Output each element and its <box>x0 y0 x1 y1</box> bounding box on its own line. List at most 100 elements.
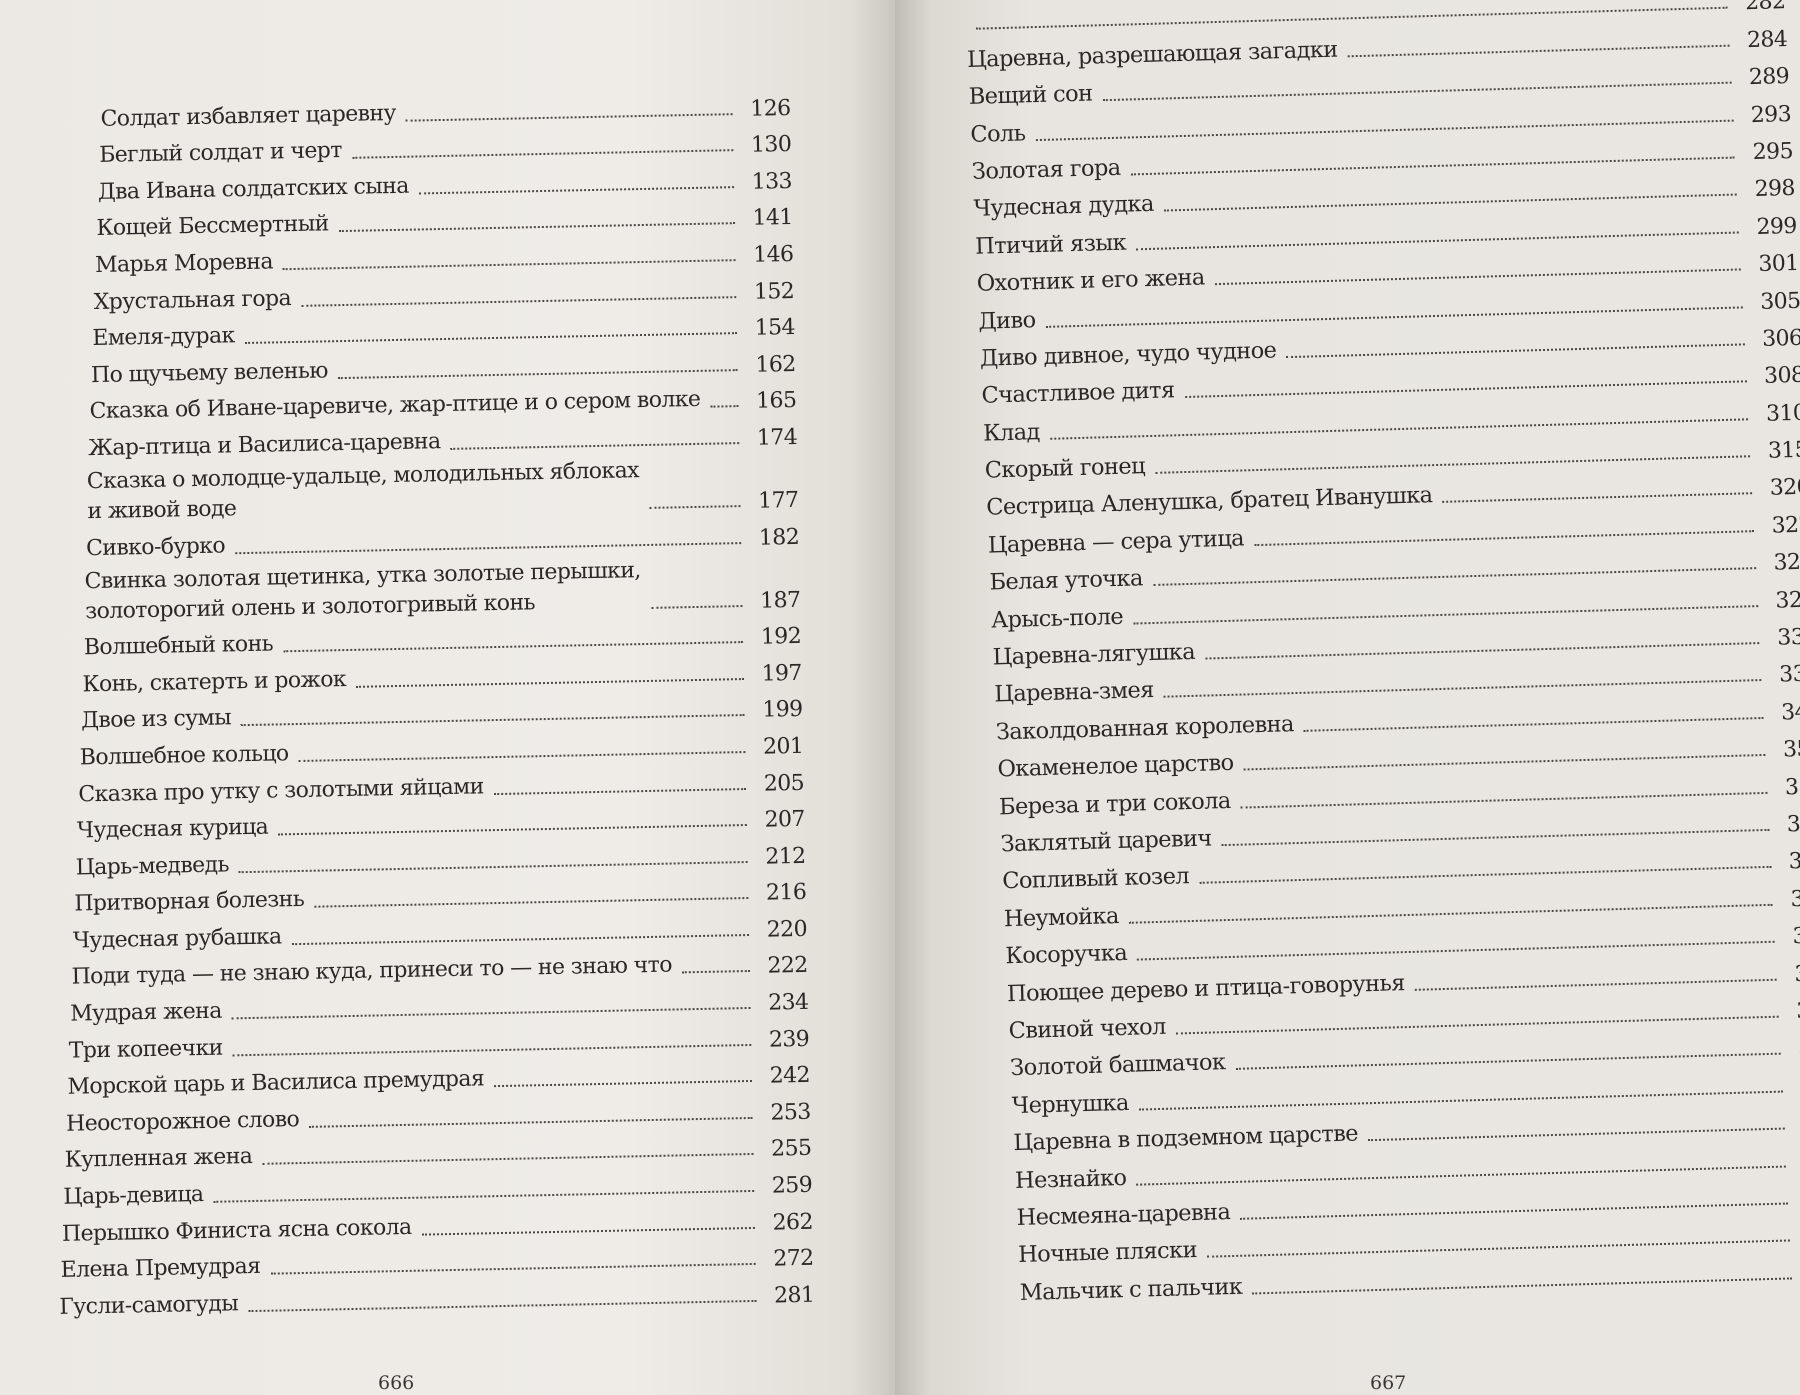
toc-entry-title: Золотой башмачок <box>1009 1049 1226 1082</box>
toc-entry-page: 305 <box>1759 288 1800 315</box>
dot-leader <box>314 897 749 908</box>
toc-entry-page: 152 <box>753 278 795 305</box>
dot-leader <box>494 1080 753 1088</box>
left-page-number: 666 <box>378 1372 415 1394</box>
toc-entry-page: 174 <box>756 424 798 451</box>
toc-entry-page: 262 <box>772 1209 814 1236</box>
toc-entry-page: 389 <box>1796 1147 1800 1173</box>
toc-entry-page: 126 <box>750 95 791 122</box>
toc-entry-page: 375 <box>1794 1110 1800 1136</box>
toc-entry-title: Ночные пляски <box>1017 1237 1198 1269</box>
toc-entry-title: Птичий язык <box>974 229 1127 260</box>
toc-entry-page: 192 <box>760 624 802 650</box>
dot-leader <box>338 222 735 233</box>
toc-entry-title: Косоручка <box>1005 940 1128 970</box>
toc-entry-page: 320 <box>1769 475 1800 502</box>
dot-leader <box>356 677 744 688</box>
dot-leader <box>351 149 734 159</box>
toc-entry-page: 281 <box>773 1282 815 1309</box>
toc-entry-title: Два Ивана солдатских сына <box>97 173 409 205</box>
toc-entry-title: Сивко-бурко <box>85 532 226 561</box>
toc-entry-title: Арысь-поле <box>990 603 1124 634</box>
toc-entry-title: Скорый гонец <box>984 453 1146 484</box>
right-page: 282 Царевна, разрешающая загадки 284 Вещий … <box>895 0 1800 1395</box>
toc-entry-page: 295 <box>1752 138 1794 166</box>
toc-entry-title: Царевна-лягушка <box>992 638 1196 671</box>
toc-entry-page: 272 <box>773 1245 814 1272</box>
toc-entry-title: Сказка о молодце-удальце, молодильных яб… <box>86 458 640 525</box>
toc-entry-page: 197 <box>761 660 803 687</box>
dot-leader <box>298 750 746 762</box>
toc-entry-title: Елена Премудрая <box>60 1254 261 1284</box>
toc-entry-title: Три копеечки <box>68 1035 223 1064</box>
dot-leader <box>337 368 738 379</box>
right-page-number: 667 <box>1370 1372 1407 1394</box>
toc-entry-title: Чудесная дудка <box>973 191 1155 223</box>
toc-entry-title: Чудесная рубашка <box>72 924 282 954</box>
toc-entry-title: Емеля-дурак <box>92 323 235 352</box>
dot-leader <box>450 442 740 450</box>
toc-entry-title: Белая уточка <box>989 565 1144 596</box>
toc-entry-page: 325 <box>1775 587 1800 614</box>
dot-leader <box>681 970 750 974</box>
toc-entry-title: Вещий сон <box>968 80 1093 111</box>
toc-entry-page: 133 <box>751 168 793 195</box>
toc-entry-page: 220 <box>766 916 808 943</box>
toc-entry-title: Кощей Бессмертный <box>96 211 329 242</box>
toc-entry-title: Неосторожное слово <box>65 1106 300 1137</box>
toc-entry-page: 289 <box>1748 64 1790 91</box>
toc-entry-title: Притворная болезнь <box>74 887 305 917</box>
toc-entry-page: 356 <box>1788 848 1800 875</box>
toc-entry-title: Незнайко <box>1014 1164 1127 1194</box>
toc-entry-title: Царь-медведь <box>75 852 230 881</box>
toc-entry-page: 348 <box>1780 699 1800 726</box>
toc-entry-page: 354 <box>1786 811 1800 838</box>
toc-entry-page: 298 <box>1754 176 1796 203</box>
toc-entry-title: Охотник и его жена <box>976 264 1205 297</box>
dot-leader <box>651 604 743 609</box>
toc-entry-title: Царевна-змея <box>993 677 1155 708</box>
toc-entry-page: 259 <box>771 1172 813 1199</box>
right-toc-list: 282 Царевна, разрешающая загадки 284 Вещий … <box>965 0 1800 1308</box>
toc-entry-page: 187 <box>759 587 801 614</box>
dot-leader <box>649 505 741 509</box>
dot-leader <box>301 295 737 307</box>
toc-entry-title: Золотая гора <box>971 154 1121 185</box>
toc-entry-page: 234 <box>767 989 809 1016</box>
toc-entry-title: Гусли-самогуды <box>59 1291 239 1320</box>
toc-entry-title: Клад <box>982 418 1041 447</box>
toc-entry-page: 358 <box>1790 885 1800 913</box>
toc-entry-title: Марья Моревна <box>94 249 274 278</box>
toc-entry-page: 141 <box>752 205 793 232</box>
toc-entry-page: 165 <box>755 388 797 415</box>
toc-entry-page: 177 <box>757 487 799 514</box>
toc-entry-page: 371 <box>1795 998 1800 1025</box>
toc-entry-title: Свиной чехол <box>1008 1013 1167 1045</box>
toc-entry-page: 372 <box>1797 1035 1800 1062</box>
toc-entry-title: Беглый солдат и черт <box>98 138 343 169</box>
toc-entry-title: Хрустальная гора <box>93 285 292 315</box>
toc-entry-title: Заклятый царевич <box>1000 825 1212 858</box>
dot-leader <box>309 1116 753 1128</box>
toc-entry-title: Царь-девица <box>63 1182 204 1210</box>
toc-entry-title: Чернушка <box>1011 1089 1130 1119</box>
toc-entry-page: 308 <box>1763 363 1800 390</box>
toc-entry-page: 199 <box>762 697 803 723</box>
toc-entry-page: 374 <box>1792 1073 1800 1099</box>
dot-leader <box>418 185 735 195</box>
toc-entry-page: 352 <box>1784 773 1800 801</box>
dot-leader <box>1442 492 1753 504</box>
toc-entry-page: 369 <box>1794 960 1800 987</box>
toc-entry-page: 154 <box>754 315 796 341</box>
toc-entry-title: Свинка золотая щетинка, утка золотые пер… <box>84 557 641 624</box>
toc-entry-page: 299 <box>1756 213 1798 240</box>
dot-leader <box>710 405 739 409</box>
toc-entry-page: 242 <box>769 1063 811 1089</box>
toc-entry-page: 306 <box>1761 325 1800 352</box>
toc-entry-title: По щучьему веленью <box>90 358 329 388</box>
toc-entry-title: Купленная жена <box>64 1144 253 1174</box>
toc-entry-title: Соль <box>970 119 1026 148</box>
toc-entry-title: Солдат избавляет царевну <box>100 100 397 132</box>
toc-entry-page: 201 <box>762 733 804 760</box>
toc-entry-title: Сопливый козел <box>1001 863 1190 895</box>
